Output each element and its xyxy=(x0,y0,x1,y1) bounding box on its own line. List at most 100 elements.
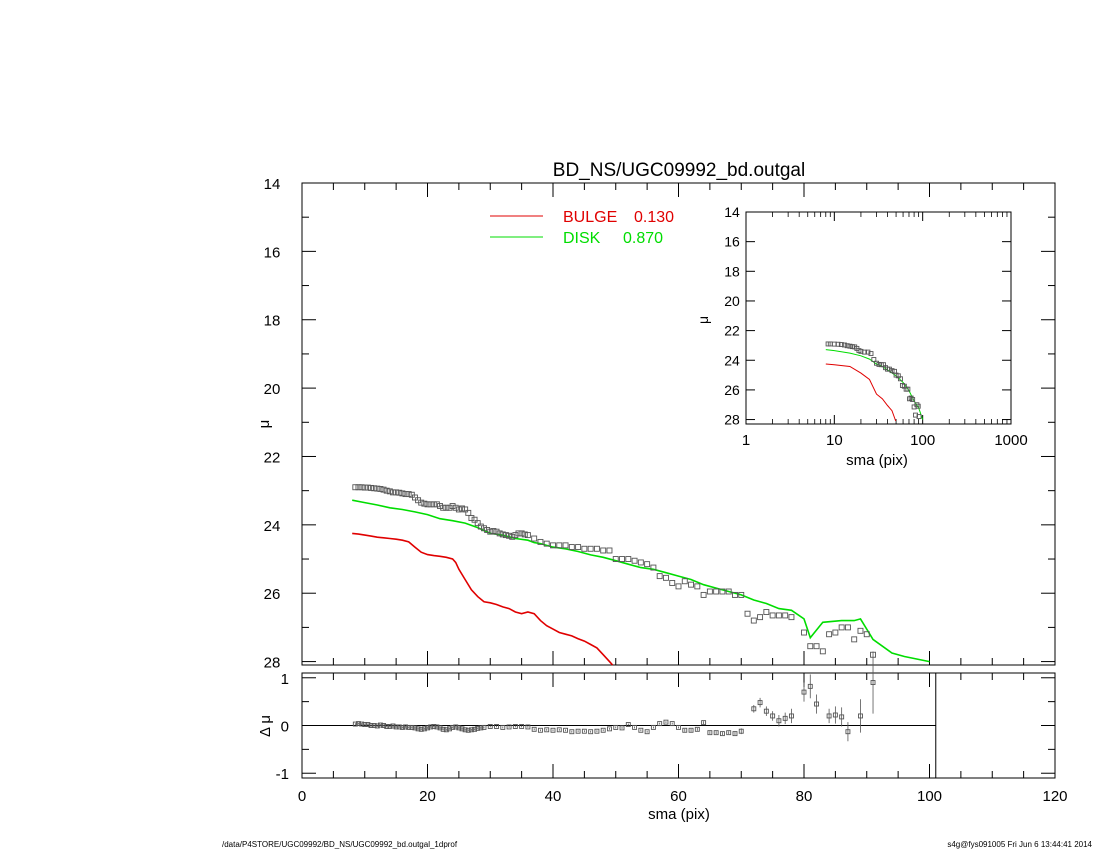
data-point xyxy=(663,574,669,581)
inset-y-tick-label: 26 xyxy=(724,382,740,398)
y-tick-label: 22 xyxy=(264,449,281,466)
data-point xyxy=(669,580,676,586)
data-point xyxy=(446,504,453,511)
inset-x-axis-label: sma (pix) xyxy=(846,452,908,469)
data-point xyxy=(744,610,751,617)
inset-y-tick-label: 24 xyxy=(724,352,740,368)
data-point xyxy=(465,727,471,733)
data-point xyxy=(431,724,437,729)
data-point xyxy=(519,724,525,729)
chart-title: BD_NS/UGC09992_bd.outgal xyxy=(553,160,805,181)
data-point xyxy=(402,491,409,498)
inset-x-tick-label: 10 xyxy=(826,432,843,449)
data-point xyxy=(776,718,782,724)
data-point xyxy=(521,531,528,538)
legend: BULGE 0.130 DISK 0.870 xyxy=(490,209,674,247)
data-point xyxy=(424,501,431,508)
data-point xyxy=(844,343,850,349)
data-point xyxy=(462,506,469,513)
data-point xyxy=(593,545,600,552)
data-point xyxy=(538,727,543,733)
y-axis-label: μ xyxy=(256,420,273,429)
data-point xyxy=(359,721,365,727)
data-point xyxy=(352,484,359,491)
data-point xyxy=(897,376,903,382)
data-point xyxy=(452,504,459,511)
data-point xyxy=(406,724,412,730)
data-point xyxy=(782,715,788,721)
data-point xyxy=(625,722,631,727)
data-point xyxy=(440,504,447,511)
data-point xyxy=(481,525,487,532)
data-point xyxy=(644,561,651,568)
data-point xyxy=(418,499,425,506)
data-point xyxy=(839,714,845,720)
data-point xyxy=(575,544,582,551)
data-point xyxy=(509,533,516,540)
x-tick-label: 40 xyxy=(545,788,562,805)
data-point xyxy=(857,627,864,634)
data-point xyxy=(738,591,745,598)
data-point xyxy=(518,530,525,537)
series-line-bulge xyxy=(825,363,897,422)
data-point xyxy=(490,528,497,534)
data-point xyxy=(502,532,509,539)
data-point xyxy=(594,728,600,734)
data-point xyxy=(838,624,845,631)
data-point xyxy=(870,680,876,685)
data-point xyxy=(425,725,430,731)
data-point xyxy=(707,730,713,736)
data-point xyxy=(368,723,374,728)
data-point xyxy=(650,724,656,730)
data-point xyxy=(607,726,612,732)
data-point xyxy=(543,540,550,547)
data-point xyxy=(763,609,770,615)
data-point xyxy=(362,722,368,727)
resid-y-tick-label: -1 xyxy=(276,766,289,783)
data-point xyxy=(619,556,625,562)
data-point xyxy=(437,725,443,731)
data-point xyxy=(676,724,681,730)
legend-value-bulge: 0.130 xyxy=(634,209,674,226)
data-point xyxy=(409,724,415,730)
data-point xyxy=(826,713,832,719)
legend-label-disk: DISK xyxy=(563,230,601,247)
resid-y-tick-label: 1 xyxy=(281,671,289,688)
data-point xyxy=(638,727,644,733)
data-point xyxy=(563,727,568,733)
data-point xyxy=(789,713,794,719)
y-tick-label: 16 xyxy=(264,244,281,261)
data-point xyxy=(701,720,707,726)
data-point xyxy=(713,730,719,736)
data-point xyxy=(468,515,475,521)
inset-y-tick-label: 16 xyxy=(724,234,740,250)
data-point xyxy=(845,729,851,735)
data-point xyxy=(612,556,619,562)
data-point xyxy=(412,725,418,731)
data-point xyxy=(421,726,427,732)
data-point xyxy=(832,712,838,718)
data-point xyxy=(681,578,688,585)
data-point xyxy=(838,342,844,347)
data-point xyxy=(556,542,563,549)
data-point xyxy=(788,614,795,621)
data-point xyxy=(688,581,694,588)
data-point xyxy=(865,349,871,355)
data-point xyxy=(726,730,732,736)
data-point xyxy=(874,360,879,366)
data-point xyxy=(644,729,650,735)
data-point xyxy=(706,588,713,595)
data-point xyxy=(575,728,581,734)
data-point xyxy=(844,624,851,631)
main-plot-panel: 14 16 18 20 22 24 26 28 μ xyxy=(256,176,1056,672)
data-point xyxy=(763,708,769,714)
data-point xyxy=(393,724,399,730)
data-point xyxy=(475,725,481,731)
data-point xyxy=(581,728,587,734)
data-point xyxy=(862,349,868,355)
data-point xyxy=(374,485,381,492)
data-point xyxy=(916,414,922,420)
data-point xyxy=(459,726,465,732)
y-tick-label: 14 xyxy=(264,176,281,193)
